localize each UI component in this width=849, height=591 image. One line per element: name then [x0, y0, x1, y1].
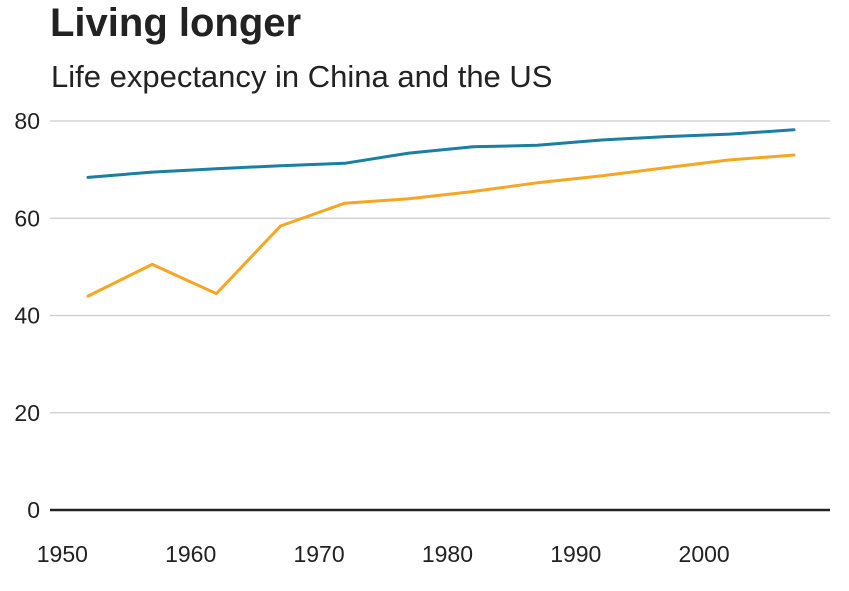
chart-subtitle: Life expectancy in China and the US	[51, 59, 553, 94]
x-tick-label-1980: 1980	[422, 541, 473, 567]
x-tick-label-1950: 1950	[37, 541, 88, 567]
y-tick-label-60: 60	[14, 205, 40, 231]
series-lines	[86, 128, 796, 298]
series-line-2	[86, 153, 796, 298]
chart-title: Living longer	[50, 1, 302, 45]
axes: 0 20 40 60 80 1950 1960 1970 1980 1990 2000	[14, 108, 830, 567]
y-tick-label-80: 80	[14, 108, 40, 134]
series-line-1	[86, 128, 796, 179]
y-tick-label-0: 0	[27, 497, 40, 523]
gridlines	[50, 120, 830, 414]
x-tick-label-1960: 1960	[165, 541, 216, 567]
x-tick-label-2000: 2000	[679, 541, 730, 567]
y-tick-label-40: 40	[14, 303, 40, 329]
y-tick-label-20: 20	[14, 400, 40, 426]
x-tick-label-1970: 1970	[293, 541, 344, 567]
x-tick-label-1990: 1990	[550, 541, 601, 567]
